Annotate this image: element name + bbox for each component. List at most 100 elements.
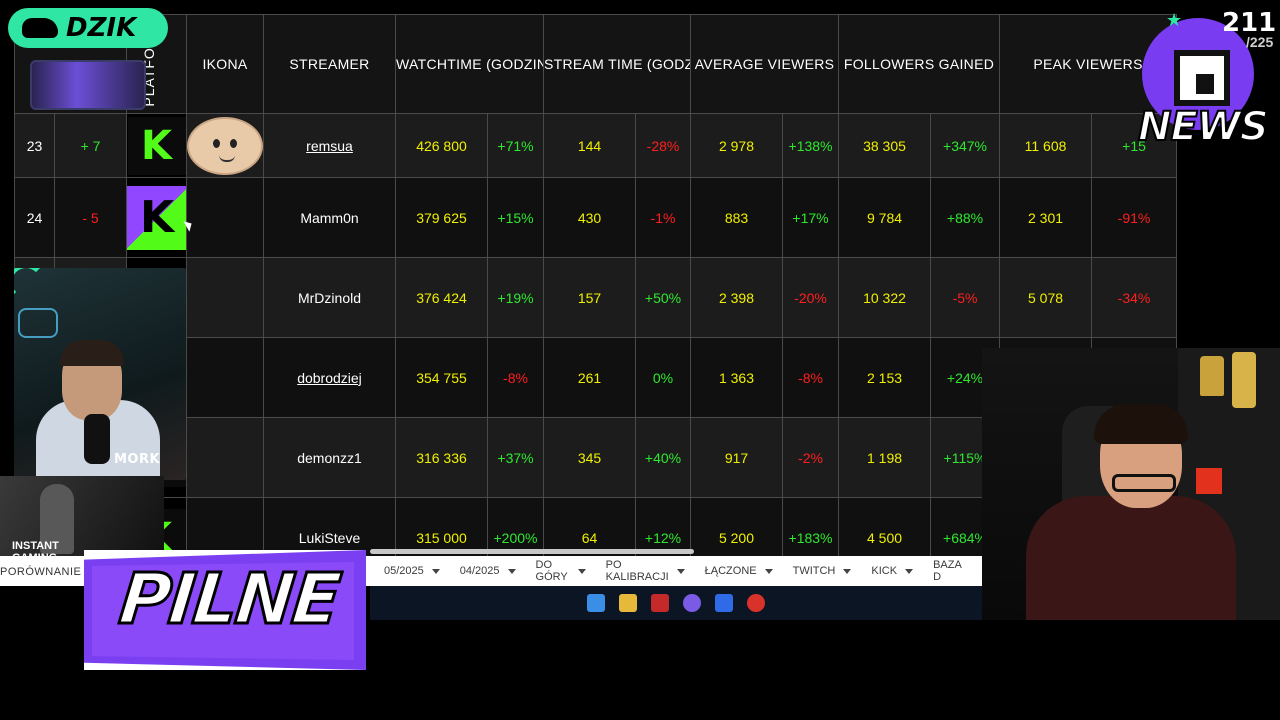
streamer-name-cell: demonzz1 [263,417,396,498]
sheet-tab[interactable]: KICK [871,565,933,577]
watchtime-cell: 376 424 [395,257,488,338]
streamer-name[interactable]: remsua [306,137,353,154]
stream-time-change-cell: 0% [635,337,691,418]
followers-gained-cell: 1 198 [838,417,932,498]
average-viewers-change-cell: -20% [781,257,840,338]
average-viewers-cell: 2 978 [690,113,783,178]
followers-gained-cell: 10 322 [838,257,932,338]
horizontal-scrollbar[interactable] [370,549,694,554]
chevron-down-icon[interactable] [577,568,586,574]
stream-time-cell: 157 [543,257,636,338]
app-icon[interactable] [651,594,669,612]
sheet-tab[interactable]: 04/2025 [460,565,536,577]
icon-cell [186,113,264,178]
stream-time-cell: 144 [543,113,636,178]
icon-cell [186,177,264,258]
glasses-icon [1112,474,1176,492]
sheet-tab-label: TWITCH [792,565,836,577]
followers-gained-cell: 2 153 [838,337,932,418]
rank-cell: 23 [14,113,55,178]
instant-gaming-overlay: INSTANT GAMING [0,476,164,560]
average-viewers-cell: 883 [690,177,783,258]
chevron-down-icon[interactable] [905,568,914,574]
webcam-right [982,348,1280,620]
streamer-name: demonzz1 [297,449,362,466]
followers-gained-change-cell: +347% [930,113,1001,178]
average-viewers-change-cell: +138% [781,113,840,178]
streamer-name: MrDzinold [297,289,361,306]
star-icon: ★ [1166,10,1183,30]
streamer-name[interactable]: dobrodziej [297,369,362,386]
sheet-tab[interactable]: ŁĄCZONE [705,565,793,577]
stream-time-change-cell: +50% [635,257,691,338]
watchtime-cell: 426 800 [395,113,488,178]
windows-start-icon[interactable] [587,594,605,612]
rank-change-cell: - 5 [54,177,127,258]
frame-accent-icon [14,268,46,302]
rank-change-cell: + 7 [54,113,127,178]
streamer-name: Mamm0n [300,209,359,226]
sheet-tab-label: ŁĄCZONE [704,565,757,577]
header-streamer: STREAMER [263,14,396,114]
sheet-tab-label: 05/2025 [384,565,424,577]
header-stream-time: STREAM TIME (GODZINY) [543,14,691,114]
average-viewers-change-cell: -8% [781,337,840,418]
chevron-down-icon[interactable] [843,568,852,574]
kick-logo-icon: K [127,116,186,175]
sheet-tab-label: PO KALIBRACJI [605,559,669,583]
pilne-banner: PILNE [84,550,366,670]
sheet-tab[interactable]: PO KALIBRACJI [606,559,705,583]
trophy-icon [1232,352,1256,408]
icon-cell [186,417,264,498]
icon-cell [186,257,264,338]
platform-cell: K [126,113,187,178]
app-icon[interactable] [715,594,733,612]
header-followers-gained: FOLLOWERS GAINED [838,14,1001,114]
file-explorer-icon[interactable] [619,594,637,612]
stream-time-change-cell: +40% [635,417,691,498]
webcam-tag: MORK [114,452,161,467]
streamer-name-cell: dobrodziej [263,337,396,418]
sheet-tabs: 05/2025 04/2025 DO GÓRY PO KALIBRACJI ŁĄCZON… [384,556,982,586]
average-viewers-cell: 917 [690,417,783,498]
microphone-icon [84,414,110,464]
discord-icon[interactable] [683,594,701,612]
table-row: MrDzinold 376 424 +19% 157 +50% 2 398 -20% 10 3… [14,257,1178,338]
followers-gained-change-cell: +88% [930,177,1001,258]
chevron-down-icon[interactable] [431,568,440,574]
browser-icon[interactable] [747,594,765,612]
peak-viewers-change-cell: -34% [1091,257,1178,338]
peak-viewers-change-cell: -91% [1091,177,1178,258]
watchtime-cell: 354 755 [395,337,488,418]
sheet-tab-porownanie[interactable]: PORÓWNANIE [0,566,82,578]
average-viewers-change-cell: -2% [781,417,840,498]
kick-logo-icon [1174,50,1230,106]
stream-time-change-cell: -28% [635,113,691,178]
sheet-tab[interactable]: TWITCH [793,565,872,577]
peak-viewers-cell: 2 301 [999,177,1093,258]
chevron-down-icon[interactable] [764,568,773,574]
sheet-tab[interactable]: 05/2025 [384,565,460,577]
chevron-down-icon[interactable] [676,568,685,574]
average-viewers-cell: 2 398 [690,257,783,338]
sheet-tab[interactable]: DO GÓRY [536,559,606,583]
watchtime-change-cell: -8% [487,337,544,418]
watchtime-change-cell: +71% [487,113,544,178]
streamer-name-cell: Mamm0n [263,177,396,258]
watchtime-change-cell: +19% [487,257,544,338]
stream-time-cell: 430 [543,177,636,258]
webcam-left: MORK [14,268,186,480]
sheet-tab[interactable]: BAZA D [933,559,982,583]
watchtime-cell: 316 336 [395,417,488,498]
stream-time-change-cell: -1% [635,177,691,258]
viewer-count: 211 [1222,8,1277,38]
chevron-down-icon[interactable] [507,568,516,574]
streamer-name: LukiSteve [298,529,361,546]
rank-cell: 24 [14,177,55,258]
platform-cell: K [126,177,187,258]
followers-gained-change-cell: -5% [930,257,1001,338]
sheet-tab-label: KICK [871,565,898,577]
stream-time-cell: 345 [543,417,636,498]
header-average-viewers: AVERAGE VIEWERS [689,14,840,114]
